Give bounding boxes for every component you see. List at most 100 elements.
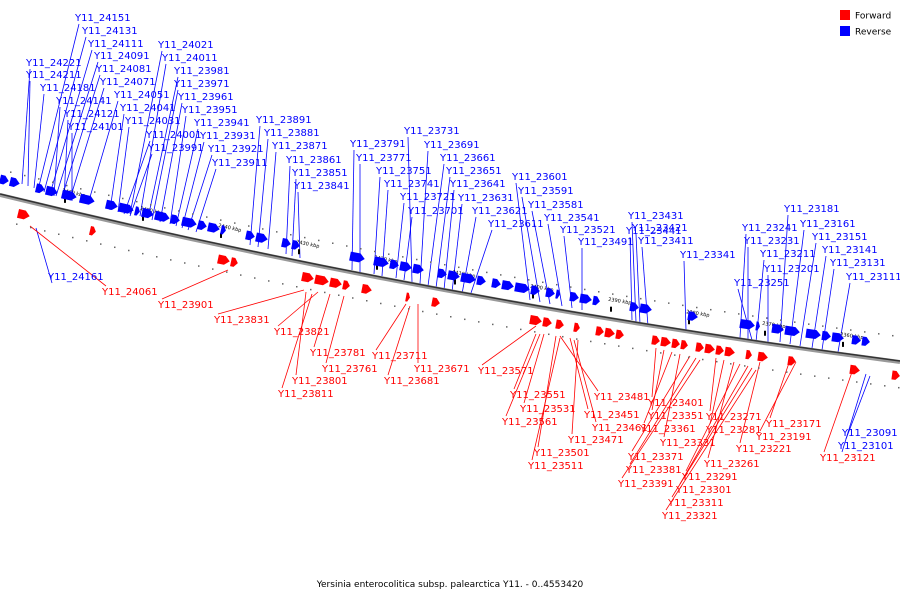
track-dot	[436, 313, 438, 315]
forward-gene-label: Y11_23761	[321, 364, 378, 375]
track-dot	[198, 265, 200, 267]
gene-labels: Y11_24151Y11_24131Y11_24111Y11_24091Y11_…	[25, 13, 900, 522]
track-dot	[58, 234, 60, 236]
track-dot	[604, 343, 606, 345]
forward-gene-label: Y11_23391	[617, 479, 674, 490]
reverse-gene-label: Y11_23661	[439, 153, 496, 164]
reverse-gene-arrow	[9, 177, 21, 188]
forward-gene-label: Y11_23331	[659, 438, 716, 449]
track-dot	[724, 311, 726, 313]
reverse-gene-arrow	[491, 278, 501, 288]
reverse-gene-label: Y11_23141	[821, 245, 878, 256]
track-dot	[800, 373, 802, 375]
forward-callout-line	[314, 294, 330, 347]
track-dot	[590, 341, 592, 343]
track-dot	[282, 283, 284, 285]
track-dot	[422, 311, 424, 313]
forward-gene-label: Y11_23351	[647, 411, 704, 422]
track-dot	[44, 230, 46, 232]
reverse-gene-arrow	[755, 321, 760, 330]
track-dot	[492, 324, 494, 326]
reverse-gene-label: Y11_23211	[759, 249, 816, 260]
track-dot	[296, 286, 298, 288]
track-dot	[478, 321, 480, 323]
forward-gene-arrow	[17, 209, 31, 221]
reverse-gene-arrow	[197, 220, 208, 231]
track-dot	[156, 256, 158, 258]
track-dot	[688, 357, 690, 359]
forward-gene-arrow	[849, 365, 860, 375]
reverse-gene-arrow	[739, 319, 755, 330]
track-dot	[346, 245, 348, 247]
track-dot	[794, 321, 796, 323]
track-dot	[52, 182, 54, 184]
track-dot	[128, 250, 130, 252]
reverse-callout-line	[470, 230, 492, 296]
forward-gene-arrow	[680, 340, 688, 350]
reverse-gene-label: Y11_24151	[74, 13, 131, 24]
track-dot	[822, 325, 824, 327]
reverse-gene-label: Y11_24081	[95, 64, 152, 75]
track-dot	[310, 289, 312, 291]
reverse-gene-label: Y11_24181	[39, 83, 96, 94]
legend-forward-label: Forward	[855, 12, 891, 22]
track-dot	[780, 319, 782, 321]
reverse-callout-line	[684, 261, 686, 330]
reverse-gene-arrow	[181, 217, 198, 229]
track-dot	[534, 331, 536, 333]
reverse-gene-label: Y11_23131	[829, 258, 886, 269]
track-dot	[626, 296, 628, 298]
forward-gene-arrow	[542, 317, 552, 327]
track-dot	[752, 315, 754, 317]
track-dot	[30, 227, 32, 229]
reverse-gene-arrow	[245, 230, 256, 241]
reverse-gene-label: Y11_23491	[577, 237, 634, 248]
reverse-gene-arrow	[569, 292, 579, 302]
reverse-gene-label: Y11_23241	[741, 223, 798, 234]
forward-gene-label: Y11_23261	[703, 459, 760, 470]
reverse-gene-label: Y11_23521	[559, 225, 616, 236]
forward-gene-arrow	[595, 326, 604, 336]
track-dot	[716, 361, 718, 363]
track-dot	[16, 223, 18, 225]
forward-gene-label: Y11_23531	[519, 404, 576, 415]
reverse-gene-label: Y11_23631	[457, 193, 514, 204]
reverse-gene-label: Y11_23101	[837, 441, 894, 452]
track-dot	[884, 385, 886, 387]
reverse-gene-label: Y11_23861	[285, 155, 342, 166]
forward-gene-label: Y11_23361	[639, 424, 696, 435]
reverse-gene-arrow	[629, 302, 639, 312]
legend-reverse-label: Reverse	[855, 28, 892, 38]
track-dot	[402, 256, 404, 258]
reverse-gene-label: Y11_23161	[799, 219, 856, 230]
forward-gene-arrow	[787, 356, 796, 366]
forward-gene-label: Y11_23171	[765, 419, 822, 430]
track-dot	[38, 178, 40, 180]
track-dot	[458, 267, 460, 269]
reverse-callout-line	[34, 94, 44, 188]
track-dot	[744, 365, 746, 367]
reverse-gene-arrow	[639, 303, 652, 314]
forward-callout-line	[282, 294, 312, 388]
reverse-gene-label: Y11_23641	[449, 179, 506, 190]
reverse-gene-label: Y11_23911	[211, 158, 268, 169]
track-dot	[758, 367, 760, 369]
track-dot	[178, 210, 180, 212]
reverse-gene-label: Y11_23251	[733, 278, 790, 289]
forward-callout-line	[570, 338, 588, 409]
forward-gene-label: Y11_23571	[477, 366, 534, 377]
reverse-gene-label: Y11_23151	[811, 232, 868, 243]
forward-gene-label: Y11_23401	[647, 398, 704, 409]
reverse-gene-arrow	[501, 280, 514, 291]
track-dot	[898, 387, 900, 389]
forward-gene-label: Y11_23811	[277, 389, 334, 400]
forward-gene-label: Y11_23451	[583, 410, 640, 421]
track-dot	[696, 307, 698, 309]
track-dot	[170, 259, 172, 261]
forward-callout-line	[162, 270, 228, 299]
forward-gene-arrow	[555, 320, 564, 330]
track-dot	[570, 286, 572, 288]
reverse-gene-label: Y11_23421	[631, 223, 688, 234]
track-dot	[226, 271, 228, 273]
track-dot	[444, 264, 446, 266]
